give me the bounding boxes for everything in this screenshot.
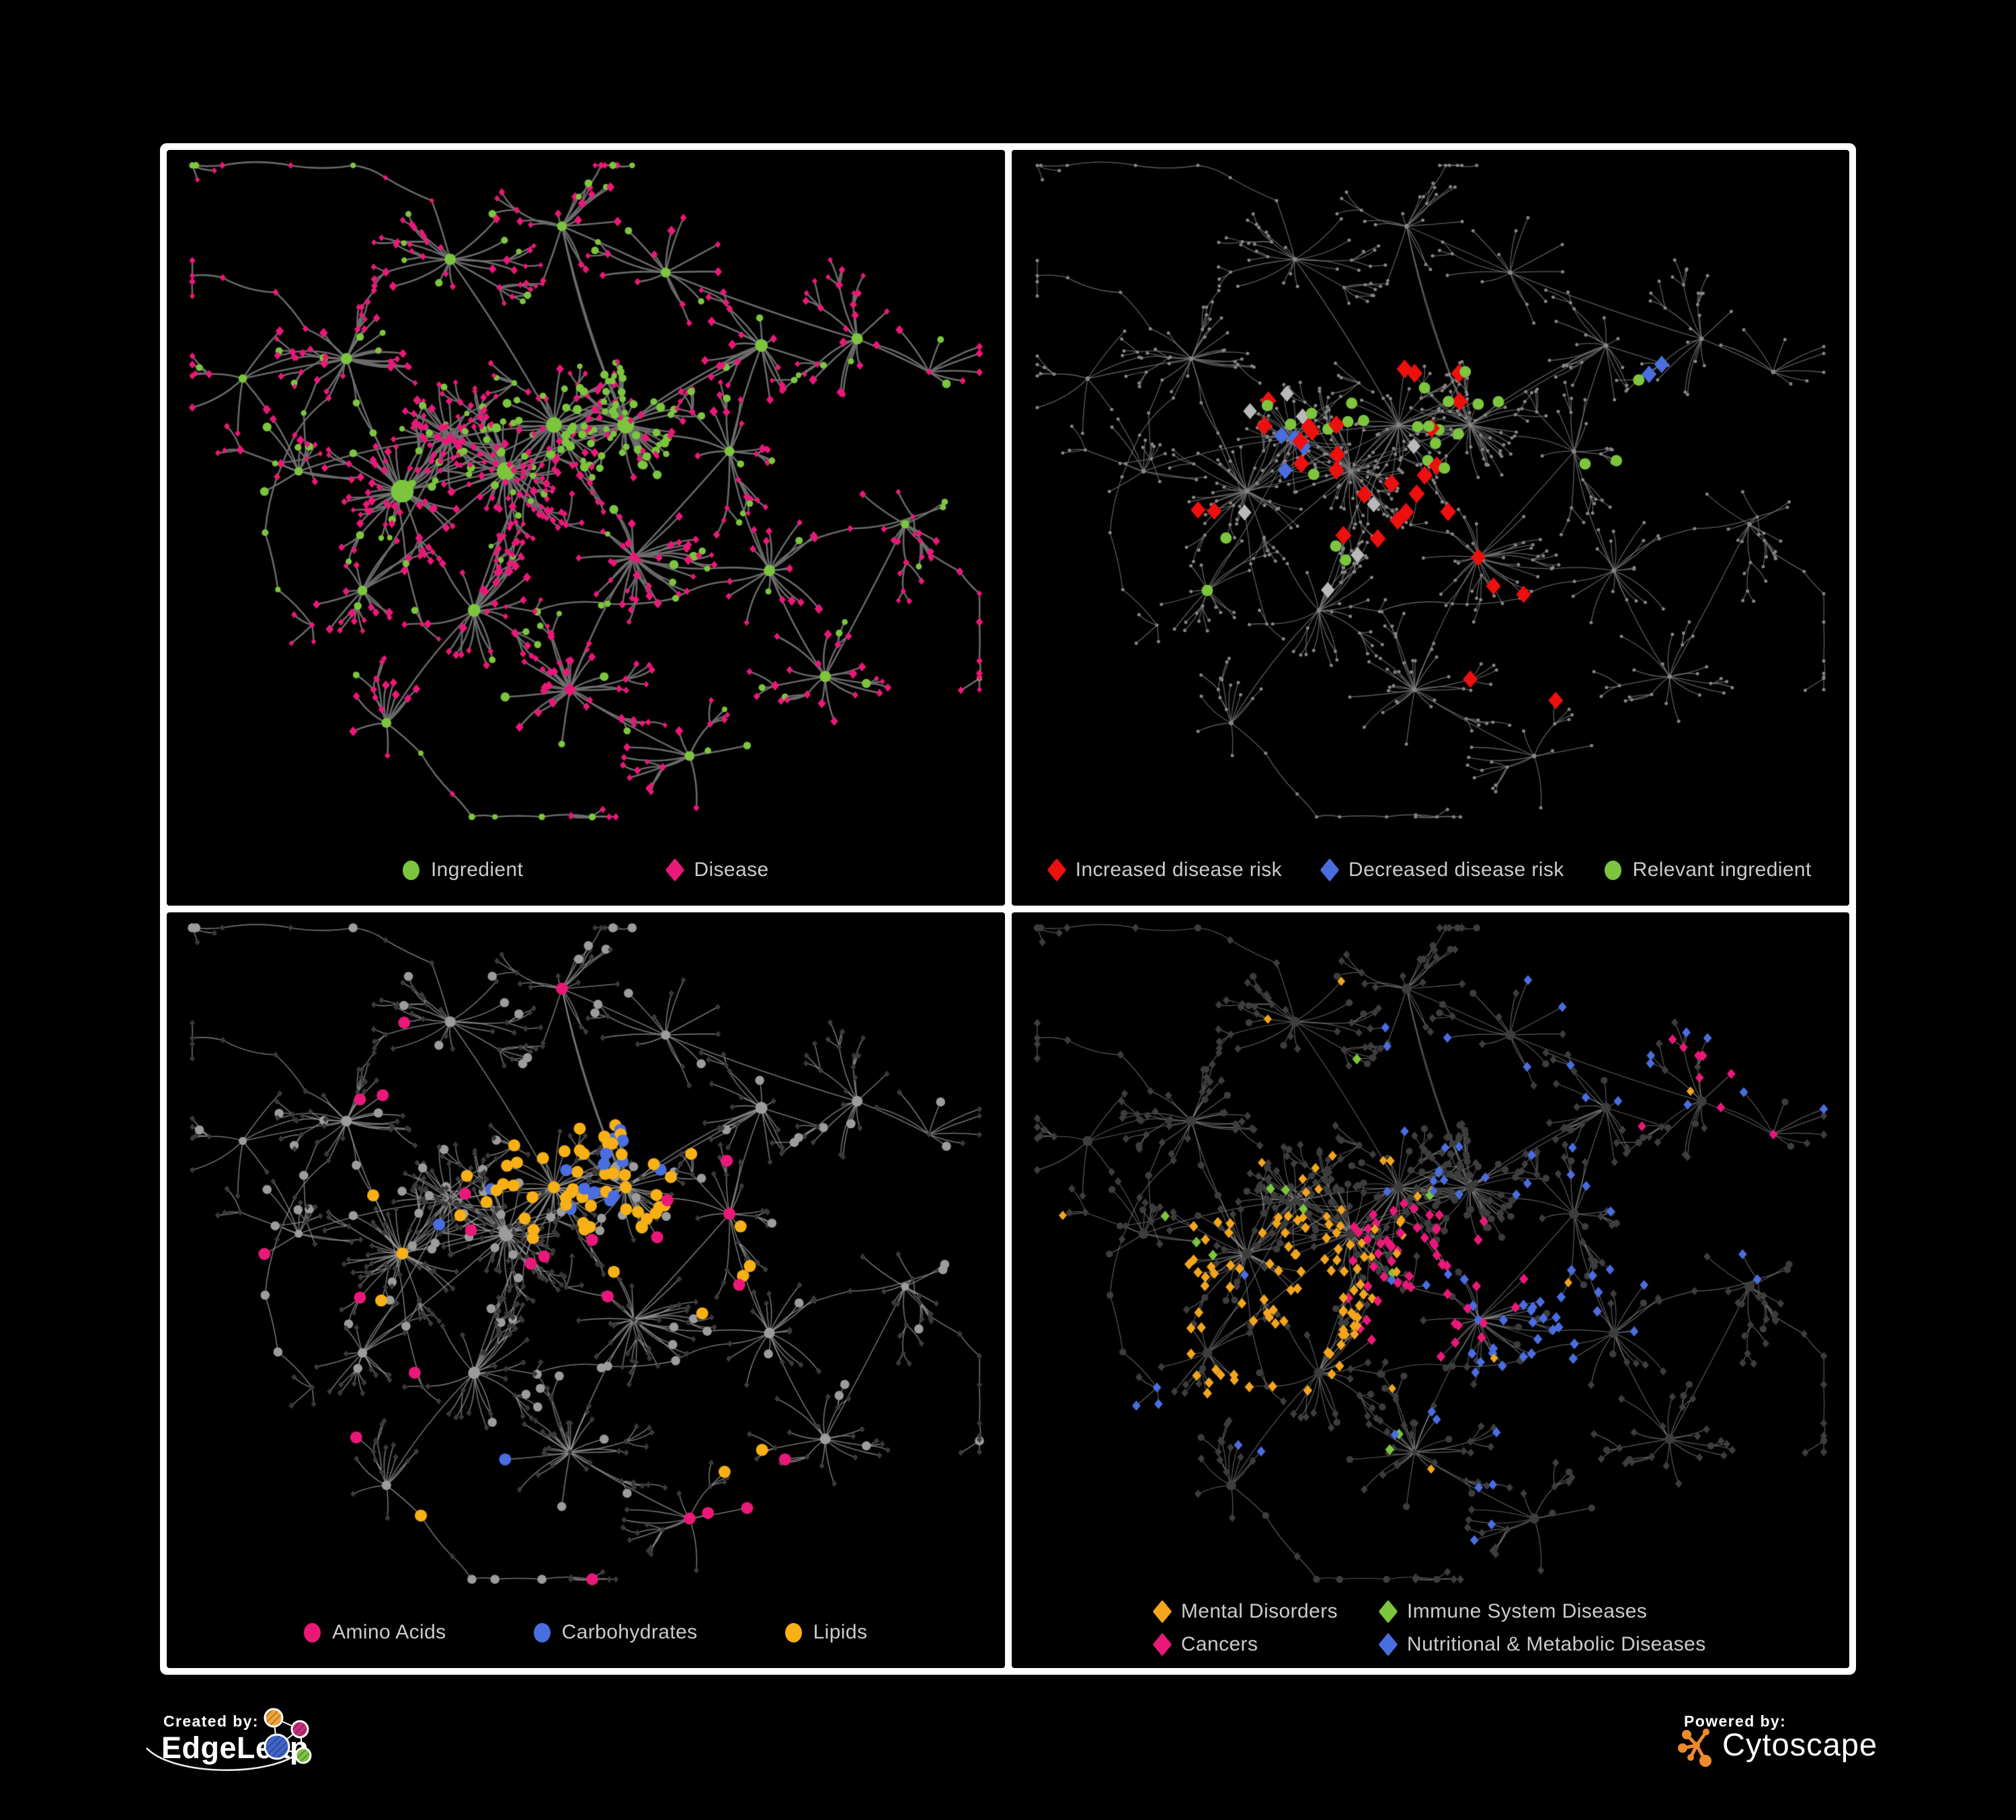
- panel-ingredient-disease: Ingredient Disease: [167, 150, 1005, 906]
- legend-item-immune-diseases: Immune System Diseases: [1378, 1599, 1648, 1624]
- panel-ingredient-categories: Amino Acids Carbohydrates Lipids: [167, 912, 1005, 1668]
- panel-disease-risk: Increased disease risk Decreased disease…: [1011, 150, 1849, 906]
- amino-acids-circle-icon: [304, 1622, 321, 1643]
- legend-label-cancers: Cancers: [1180, 1633, 1258, 1655]
- network-ingredient-categories: [167, 912, 1005, 1668]
- legend-disease-risk: Increased disease risk Decreased disease…: [1018, 858, 1843, 882]
- legend-label-carbohydrates: Carbohydrates: [561, 1621, 698, 1643]
- legend-label-relevant-ingredient: Relevant ingredient: [1632, 859, 1812, 881]
- network-disease-risk: [1011, 150, 1849, 906]
- lipids-circle-icon: [784, 1622, 802, 1643]
- disease-diamond-icon: [666, 858, 685, 882]
- relevant-ingredient-circle-icon: [1604, 860, 1621, 880]
- legend-label-lipids: Lipids: [813, 1621, 868, 1643]
- legend-label-decreased-risk: Decreased disease risk: [1348, 859, 1564, 881]
- increased-risk-diamond-icon: [1047, 858, 1067, 882]
- legend-item-lipids: Lipids: [784, 1621, 868, 1644]
- legend-label-mental-disorders: Mental Disorders: [1180, 1600, 1338, 1622]
- panel-grid: Ingredient Disease Increased disease ris…: [160, 143, 1856, 1675]
- legend-item-cancers: Cancers: [1152, 1632, 1258, 1657]
- carbohydrates-circle-icon: [533, 1622, 551, 1643]
- legend-label-disease: Disease: [694, 859, 769, 881]
- created-by-label: Created by:: [163, 1712, 259, 1730]
- edgeleap-logo-icon: [146, 1708, 312, 1772]
- legend-label-amino-acids: Amino Acids: [332, 1621, 446, 1643]
- legend-label-increased-risk: Increased disease risk: [1075, 859, 1283, 881]
- ingredient-circle-icon: [402, 860, 419, 880]
- legend-item-mental-disorders: Mental Disorders: [1152, 1599, 1338, 1624]
- edgeleap-nodes: [264, 1708, 312, 1764]
- cancers-diamond-icon: [1152, 1632, 1172, 1657]
- powered-by-label: Powered by:: [1684, 1712, 1787, 1730]
- edgeleap-swoosh: [146, 1747, 302, 1772]
- legend-item-decreased-risk: Decreased disease risk: [1320, 858, 1564, 882]
- network-disease-categories: [1011, 912, 1849, 1668]
- immune-diseases-diamond-icon: [1378, 1599, 1398, 1624]
- legend-item-relevant-ingredient: Relevant ingredient: [1604, 859, 1812, 881]
- legend-item-ingredient: Ingredient: [402, 859, 524, 881]
- legend-item-increased-risk: Increased disease risk: [1047, 858, 1283, 882]
- legend-ingredient-categories: Amino Acids Carbohydrates Lipids: [173, 1621, 998, 1644]
- nutritional-diseases-diamond-icon: [1378, 1632, 1398, 1657]
- legend-label-nutritional-diseases: Nutritional & Metabolic Diseases: [1407, 1633, 1706, 1655]
- legend-ingredient-disease: Ingredient Disease: [173, 858, 998, 882]
- cytoscape-wordmark: Cytoscape: [1722, 1727, 1878, 1762]
- legend-item-amino-acids: Amino Acids: [304, 1621, 446, 1644]
- legend-label-immune-diseases: Immune System Diseases: [1407, 1600, 1648, 1622]
- panel-disease-categories: Mental Disorders Immune System Diseases …: [1011, 912, 1849, 1668]
- legend-label-ingredient: Ingredient: [430, 859, 524, 881]
- legend-item-carbohydrates: Carbohydrates: [533, 1621, 698, 1644]
- network-ingredient-disease: [167, 150, 1005, 906]
- legend-disease-categories: Mental Disorders Immune System Diseases …: [1018, 1599, 1843, 1657]
- legend-item-disease: Disease: [666, 858, 769, 882]
- decreased-risk-diamond-icon: [1320, 858, 1340, 882]
- mental-disorders-diamond-icon: [1152, 1599, 1172, 1624]
- legend-item-nutritional-diseases: Nutritional & Metabolic Diseases: [1378, 1632, 1706, 1657]
- cytoscape-logo-icon: [1678, 1729, 1711, 1767]
